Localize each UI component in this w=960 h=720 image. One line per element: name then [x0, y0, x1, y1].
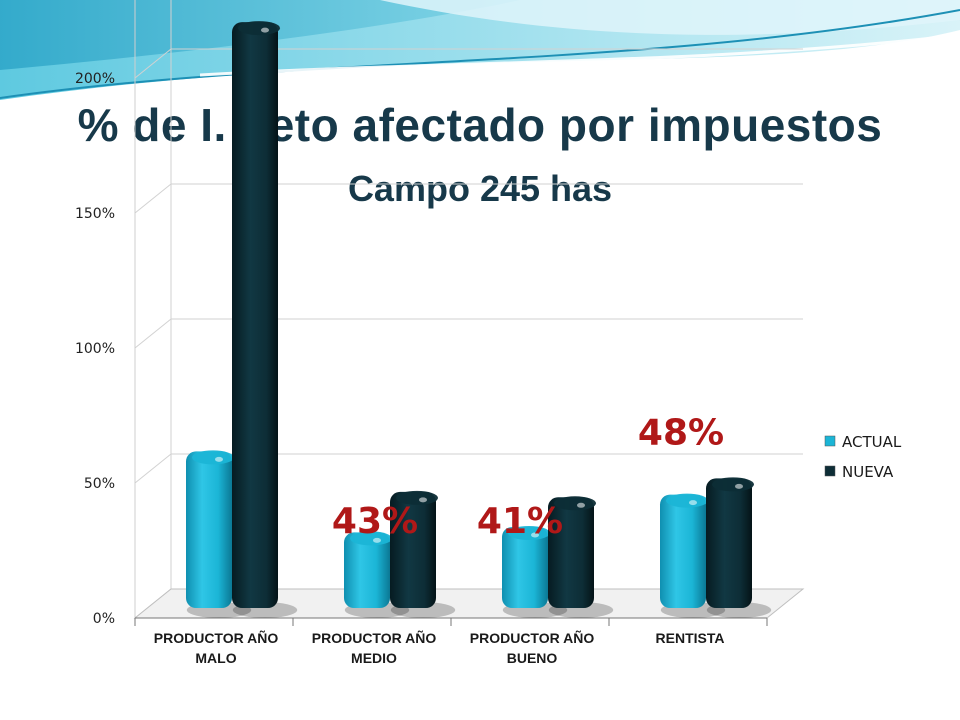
- legend-swatch-nueva: [824, 465, 836, 477]
- x-category-label: PRODUCTOR AÑO: [312, 629, 437, 646]
- legend-label-actual: ACTUAL: [842, 433, 902, 451]
- bar-actual: [660, 493, 726, 618]
- data-label: 41%: [477, 501, 563, 542]
- legend-swatch-actual: [824, 435, 836, 447]
- legend-label-nueva: NUEVA: [842, 463, 894, 481]
- bar-actual: [186, 450, 252, 618]
- slide-title: % de I. neto afectado por impuestos: [77, 99, 883, 151]
- y-tick-label: 100%: [75, 341, 115, 357]
- x-category-label: PRODUCTOR AÑO: [470, 629, 595, 646]
- slide-subtitle: Campo 245 has: [347, 168, 613, 209]
- data-label: 48%: [638, 412, 724, 453]
- gridline-side: [134, 453, 172, 484]
- gridline-side: [134, 48, 172, 79]
- bar-actual: [344, 531, 410, 618]
- bar-nueva: [548, 496, 614, 618]
- bar-actual: [502, 526, 568, 618]
- bar-nueva: [232, 21, 298, 618]
- y-tick-label: 50%: [84, 476, 115, 492]
- x-category-label: PRODUCTOR AÑO: [154, 629, 279, 646]
- y-tick-label: 0%: [93, 611, 115, 627]
- x-category-label: MALO: [195, 650, 236, 666]
- x-category-label: RENTISTA: [656, 630, 725, 646]
- gridline-side: [134, 318, 172, 349]
- y-tick-label: 150%: [75, 206, 115, 222]
- x-category-label: MEDIO: [351, 650, 397, 666]
- gridline-side: [134, 183, 172, 214]
- bar-nueva: [706, 477, 772, 618]
- y-tick-label: 200%: [75, 71, 115, 87]
- x-category-label: BUENO: [507, 650, 558, 666]
- data-label: 43%: [332, 501, 418, 542]
- bar-nueva: [390, 490, 456, 618]
- data-label: 217%: [176, 0, 287, 7]
